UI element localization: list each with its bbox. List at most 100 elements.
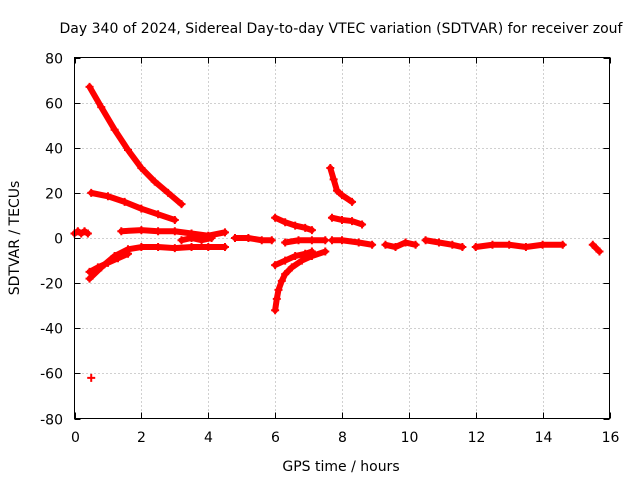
- series-arc-8: [177, 234, 216, 245]
- data-point: [87, 188, 96, 197]
- data-point: [103, 192, 112, 201]
- series-arc-9: [231, 234, 276, 245]
- x-tick-label: 0: [71, 430, 80, 446]
- series-arc: [328, 214, 366, 228]
- data-point: [120, 197, 129, 206]
- data-point: [448, 240, 457, 249]
- data-point: [271, 306, 280, 315]
- data-point: [97, 103, 106, 112]
- data-point: [505, 240, 514, 249]
- x-tick-label: 6: [271, 430, 280, 446]
- data-point: [204, 243, 213, 252]
- data-point: [321, 236, 330, 245]
- data-point: [271, 261, 280, 270]
- series-arc: [382, 239, 419, 251]
- data-point: [272, 294, 281, 303]
- series-arc: [422, 237, 466, 251]
- data-point: [401, 238, 410, 247]
- data-point: [83, 229, 92, 238]
- series-arc: [86, 83, 185, 208]
- data-point: [327, 236, 336, 245]
- data-point: [558, 240, 567, 249]
- data-point: [391, 243, 400, 252]
- data-point: [170, 244, 179, 253]
- y-axis-label: SDTVAR / TECUs: [7, 181, 23, 296]
- data-point: [85, 274, 94, 283]
- y-tick-label: 80: [45, 52, 63, 68]
- series-arc-14: [326, 164, 357, 206]
- data-point: [291, 252, 300, 261]
- data-point: [220, 228, 229, 237]
- data-point: [358, 220, 367, 229]
- series-arc-2: [85, 82, 186, 209]
- series-arc-6: [85, 249, 132, 276]
- series-arc: [328, 237, 376, 248]
- data-point: [113, 254, 122, 263]
- series-arc-19: [471, 240, 567, 252]
- data-point: [471, 243, 480, 252]
- series-arc-11: [271, 247, 316, 270]
- chart-title: Day 340 of 2024, Sidereal Day-to-day VTE…: [60, 21, 624, 37]
- data-point: [281, 218, 290, 227]
- data-points: [70, 82, 604, 382]
- series-arc-13: [281, 236, 330, 247]
- plot-frame: [74, 57, 610, 419]
- x-tick-label: 4: [204, 430, 213, 446]
- tick-labels: 0 2 4 6 8 10 12 14 16 -80 -60 -40 -20 0 20 40 60 80: [40, 52, 619, 447]
- data-point: [281, 256, 290, 265]
- data-point: [117, 227, 126, 236]
- data-point: [207, 234, 216, 242]
- series-arc: [282, 237, 329, 246]
- data-point: [588, 240, 597, 249]
- data-point: [154, 243, 163, 252]
- data-point: [267, 236, 276, 245]
- y-tick-label: -20: [40, 277, 63, 293]
- series-arc-20: [588, 240, 604, 256]
- series-arc-17: [381, 238, 420, 252]
- data-point: [458, 243, 467, 252]
- data-point: [85, 267, 94, 276]
- y-tick-label: 40: [45, 142, 63, 158]
- data-point: [271, 213, 280, 222]
- data-point: [411, 240, 420, 249]
- data-point: [177, 236, 186, 245]
- data-point: [137, 243, 146, 252]
- y-tick-label: 60: [45, 97, 63, 113]
- data-point: [595, 247, 604, 256]
- data-point: [87, 373, 96, 382]
- grid-lines: [74, 57, 610, 419]
- x-tick-label: 12: [468, 430, 486, 446]
- data-point: [294, 236, 303, 245]
- y-tick-label: -80: [40, 413, 63, 429]
- series-arc: [589, 241, 603, 255]
- y-tick-label: 0: [54, 232, 63, 248]
- data-point: [434, 238, 443, 247]
- data-point: [338, 191, 346, 200]
- series-arc-12: [271, 213, 316, 235]
- data-point: [244, 234, 253, 242]
- data-point: [332, 186, 341, 195]
- data-point: [154, 227, 163, 236]
- data-point: [164, 188, 173, 197]
- data-point: [150, 177, 159, 186]
- data-point: [538, 240, 547, 249]
- series-arc-18: [421, 236, 467, 252]
- y-tick-label: -60: [40, 367, 63, 383]
- x-tick-label: 16: [602, 430, 620, 446]
- x-tick-label: 10: [401, 430, 419, 446]
- series-arc-15: [327, 213, 367, 229]
- data-point: [154, 210, 163, 219]
- data-point: [281, 238, 290, 247]
- data-point: [301, 223, 310, 232]
- data-point: [281, 270, 290, 279]
- y-tick-label: 20: [45, 187, 63, 203]
- data-point: [321, 247, 330, 256]
- data-point: [137, 226, 146, 235]
- data-point: [488, 240, 497, 249]
- data-point: [197, 236, 206, 245]
- data-point: [187, 234, 196, 242]
- data-point: [137, 204, 146, 213]
- data-point: [307, 226, 316, 235]
- series-arc-16: [327, 236, 377, 249]
- data-point: [381, 240, 390, 249]
